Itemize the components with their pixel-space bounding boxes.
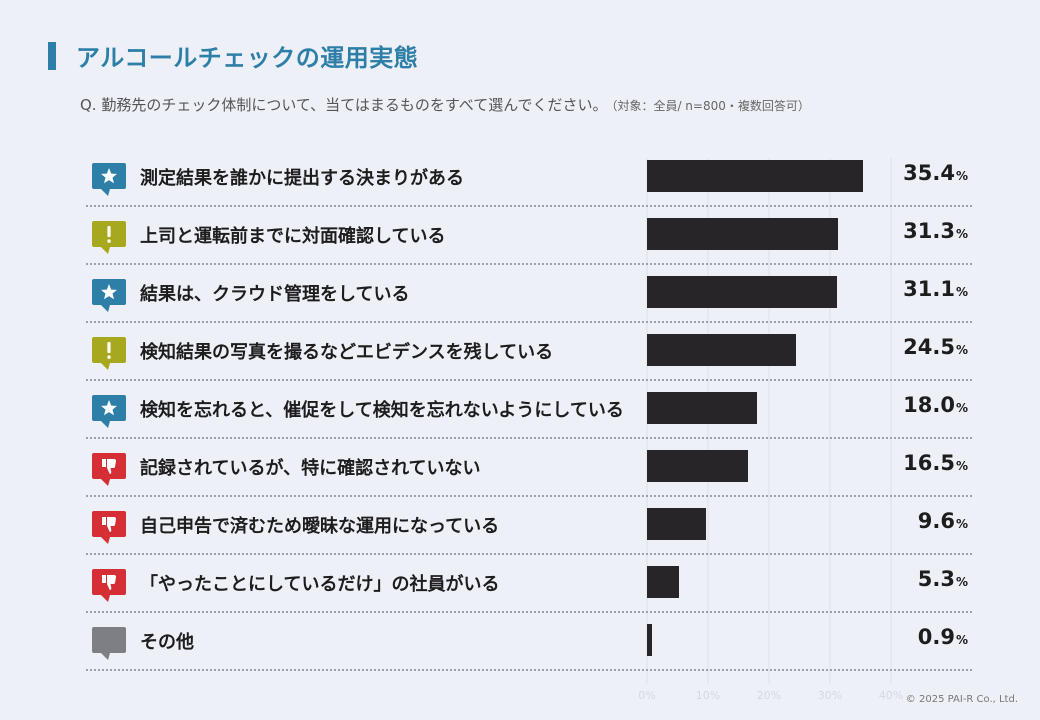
- bar: [647, 392, 757, 424]
- value-unit: %: [955, 517, 968, 531]
- value-number: 9.6: [917, 509, 955, 533]
- category-label: 検知結果の写真を撮るなどエビデンスを残している: [140, 342, 554, 363]
- exclamation-icon: [92, 221, 126, 254]
- category-label: 「やったことにしているだけ」の社員がいる: [140, 574, 500, 595]
- category-label: その他: [140, 632, 194, 653]
- category-label: 上司と運転前までに対面確認している: [140, 226, 446, 247]
- x-tick-label: 0%: [638, 689, 656, 702]
- copyright: © 2025 PAI-R Co., Ltd.: [905, 694, 1018, 705]
- question-label: Q. 勤務先のチェック体制について、当てはまるものをすべて選んでください。: [80, 96, 608, 114]
- value-unit: %: [955, 459, 968, 473]
- chart-row: 「やったことにしているだけ」の社員がいる 5.3%: [86, 556, 972, 613]
- value-number: 31.1: [903, 277, 955, 301]
- bar: [647, 160, 863, 192]
- value-number: 0.9: [917, 625, 955, 649]
- value-unit: %: [955, 169, 968, 183]
- chart-row: その他 0.9%: [86, 614, 972, 671]
- chart-row: 記録されているが、特に確認されていない 16.5%: [86, 440, 972, 497]
- value-label: 16.5%: [903, 451, 968, 475]
- x-tick-label: 10%: [695, 689, 721, 702]
- value-label: 35.4%: [903, 161, 968, 185]
- value-unit: %: [955, 285, 968, 299]
- thumbs-down-icon: [92, 453, 126, 486]
- value-unit: %: [955, 401, 968, 415]
- category-label: 測定結果を誰かに提出する決まりがある: [140, 168, 464, 189]
- speech-bubble-icon: [92, 627, 126, 660]
- star-icon: [92, 395, 126, 428]
- bar: [647, 334, 797, 366]
- bar: [647, 276, 837, 308]
- question-note: （対象：全員/ n=800・複数回答可）: [611, 99, 810, 113]
- chart-row: 検知を忘れると、催促をして検知を忘れないようにしている 18.0%: [86, 382, 972, 439]
- value-number: 18.0: [903, 393, 955, 417]
- x-tick-label: 20%: [756, 689, 782, 702]
- thumbs-down-icon: [92, 569, 126, 602]
- value-unit: %: [955, 633, 968, 647]
- bar: [647, 624, 653, 656]
- bar: [647, 218, 838, 250]
- chart-row: 測定結果を誰かに提出する決まりがある 35.4%: [86, 150, 972, 207]
- title-accent-bar: [48, 42, 56, 70]
- category-label: 記録されているが、特に確認されていない: [140, 458, 481, 479]
- x-tick-label: 30%: [817, 689, 843, 702]
- star-icon: [92, 163, 126, 196]
- chart-row: 検知結果の写真を撮るなどエビデンスを残している 24.5%: [86, 324, 972, 381]
- category-label: 検知を忘れると、催促をして検知を忘れないようにしている: [140, 400, 624, 421]
- value-label: 18.0%: [903, 393, 968, 417]
- x-tick-label: 40%: [878, 689, 904, 702]
- bar: [647, 566, 680, 598]
- value-label: 31.1%: [903, 277, 968, 301]
- star-icon: [92, 279, 126, 312]
- bar: [647, 508, 706, 540]
- exclamation-icon: [92, 337, 126, 370]
- question-text: Q. 勤務先のチェック体制について、当てはまるものをすべて選んでください。 （対象…: [80, 94, 810, 115]
- value-unit: %: [955, 343, 968, 357]
- chart-row: 自己申告で済むため曖昧な運用になっている 9.6%: [86, 498, 972, 555]
- value-label: 31.3%: [903, 219, 968, 243]
- value-label: 5.3%: [918, 567, 968, 591]
- value-number: 16.5: [903, 451, 955, 475]
- category-label: 自己申告で済むため曖昧な運用になっている: [140, 516, 500, 537]
- value-label: 9.6%: [918, 509, 968, 533]
- value-label: 0.9%: [918, 625, 968, 649]
- value-number: 35.4: [903, 161, 955, 185]
- category-label: 結果は、クラウド管理をしている: [140, 284, 410, 305]
- page-title: アルコールチェックの運用実態: [76, 44, 419, 72]
- bar: [647, 450, 748, 482]
- value-unit: %: [955, 575, 968, 589]
- value-label: 24.5%: [903, 335, 968, 359]
- chart-row: 上司と運転前までに対面確認している 31.3%: [86, 208, 972, 265]
- thumbs-down-icon: [92, 511, 126, 544]
- value-number: 31.3: [903, 219, 955, 243]
- chart-row: 結果は、クラウド管理をしている 31.1%: [86, 266, 972, 323]
- value-unit: %: [955, 227, 968, 241]
- value-number: 24.5: [903, 335, 955, 359]
- value-number: 5.3: [917, 567, 955, 591]
